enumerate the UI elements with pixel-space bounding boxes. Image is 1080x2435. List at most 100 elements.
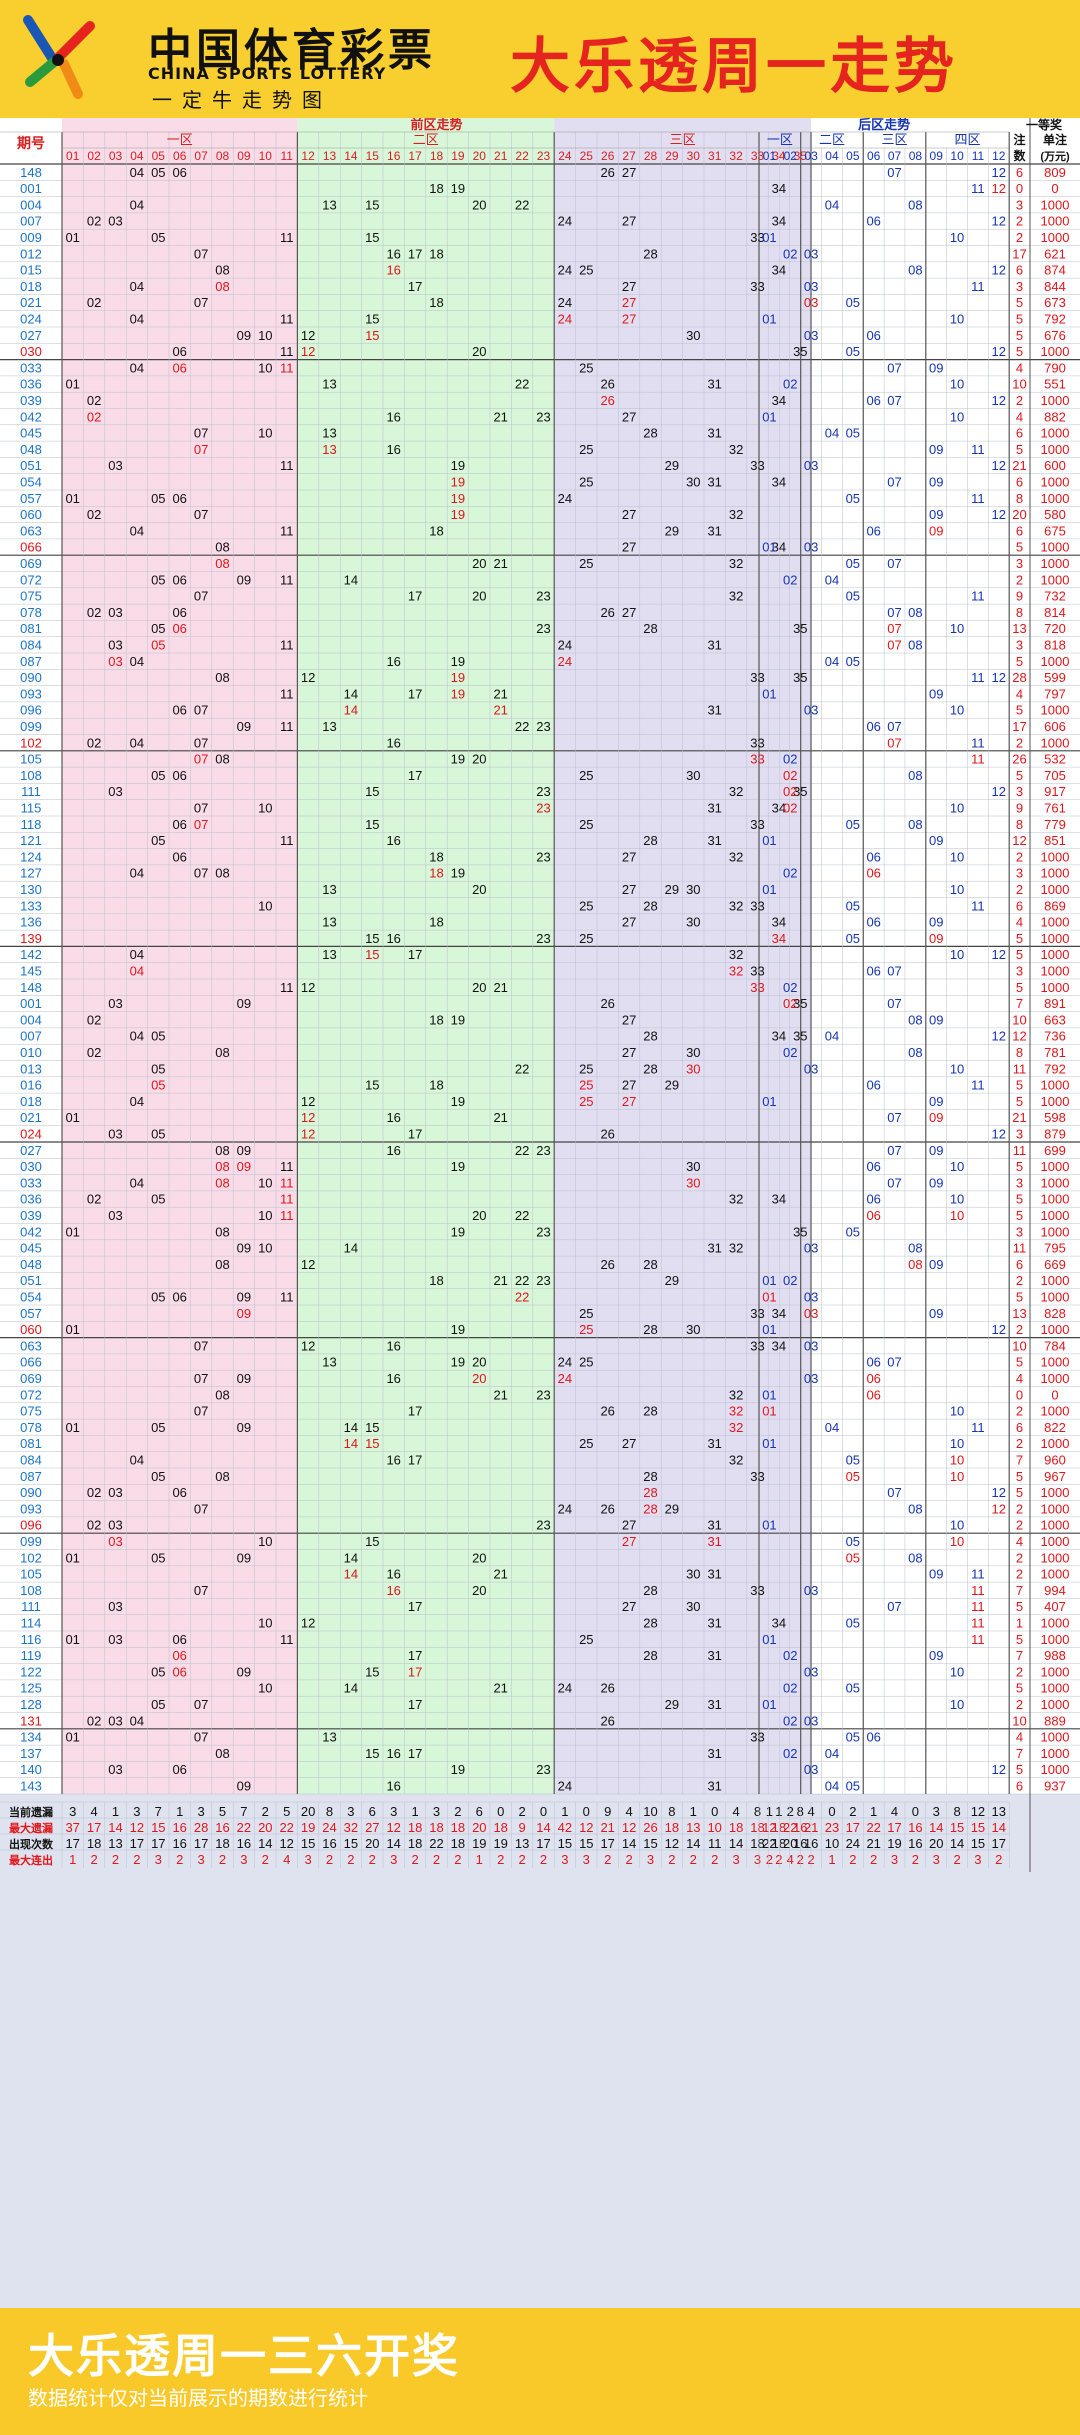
front-ball-number: 23 <box>536 719 550 734</box>
prize-winner-count: 4 <box>1016 409 1023 424</box>
issue-number: 124 <box>20 849 42 864</box>
front-ball-number: 24 <box>558 654 572 669</box>
stat-front-value: 3 <box>197 1852 204 1867</box>
front-ball-number: 20 <box>472 1355 486 1370</box>
prize-amount: 1000 <box>1041 931 1070 946</box>
issue-column-header: 期号 <box>17 135 45 151</box>
prize-amount: 988 <box>1044 1648 1066 1663</box>
issue-number: 030 <box>20 1159 42 1174</box>
prize-winner-count: 5 <box>1016 1290 1023 1305</box>
front-ball-number: 14 <box>344 703 358 718</box>
front-ball-number: 07 <box>194 426 208 441</box>
front-zone-header: 二区 <box>413 132 439 147</box>
front-ball-number: 09 <box>237 572 251 587</box>
prize-amount: 792 <box>1044 1061 1066 1076</box>
front-ball-number: 21 <box>493 1273 507 1288</box>
prize-winner-count: 6 <box>1016 165 1023 180</box>
stat-front-value: 3 <box>647 1852 654 1867</box>
back-ball-number: 06 <box>866 393 880 408</box>
stat-front-value: 0 <box>711 1804 718 1819</box>
prize-winner-count: 0 <box>1016 1387 1023 1402</box>
stat-front-value: 8 <box>668 1804 675 1819</box>
prize-amount-header: (万元) <box>1040 150 1070 163</box>
stat-back-value: 22 <box>866 1820 880 1835</box>
stat-back-value: 21 <box>866 1836 880 1851</box>
issue-number: 060 <box>20 1322 42 1337</box>
prize-winner-count: 26 <box>1012 752 1026 767</box>
front-zone1-bg <box>62 118 298 1794</box>
back-ball-number: 12 <box>992 1762 1006 1777</box>
front-ball-number: 24 <box>558 638 572 653</box>
stat-front-value: 2 <box>433 1852 440 1867</box>
stat-front-value: 26 <box>643 1820 657 1835</box>
front-ball-number: 06 <box>172 572 186 587</box>
front-ball-number: 19 <box>451 866 465 881</box>
front-ball-number: 07 <box>194 246 208 261</box>
front-ball-number: 25 <box>579 556 593 571</box>
back-number-header: 01 <box>763 149 777 163</box>
prize-amount: 1000 <box>1041 393 1070 408</box>
front-ball-number: 15 <box>365 1664 379 1679</box>
front-ball-number: 11 <box>280 360 294 375</box>
stat-front-value: 18 <box>772 1820 786 1835</box>
back-ball-number: 01 <box>762 1322 776 1337</box>
front-ball-number: 19 <box>451 1322 465 1337</box>
front-ball-number: 27 <box>622 1045 636 1060</box>
back-ball-number: 02 <box>783 1045 797 1060</box>
front-ball-number: 19 <box>451 752 465 767</box>
front-ball-number: 31 <box>707 377 721 392</box>
front-ball-number: 29 <box>665 1273 679 1288</box>
issue-number: 127 <box>20 866 42 881</box>
stat-front-value: 18 <box>772 1836 786 1851</box>
back-ball-number: 09 <box>929 442 943 457</box>
back-ball-number: 10 <box>950 1159 964 1174</box>
front-ball-number: 19 <box>451 458 465 473</box>
front-ball-number: 21 <box>493 980 507 995</box>
back-ball-number: 10 <box>950 1518 964 1533</box>
back-ball-number: 02 <box>783 1681 797 1696</box>
stat-front-value: 3 <box>304 1852 311 1867</box>
stat-front-value: 12 <box>130 1820 144 1835</box>
front-number-header: 14 <box>344 149 358 163</box>
issue-number: 060 <box>20 507 42 522</box>
stat-front-value: 14 <box>536 1820 550 1835</box>
stat-back-value: 16 <box>908 1820 922 1835</box>
stat-front-value: 2 <box>133 1852 140 1867</box>
back-ball-number: 11 <box>971 589 985 604</box>
front-zone-header: 一区 <box>167 132 193 147</box>
stat-front-value: 2 <box>625 1852 632 1867</box>
front-ball-number: 05 <box>151 1550 165 1565</box>
front-ball-number: 16 <box>386 442 400 457</box>
front-ball-number: 27 <box>622 214 636 229</box>
front-ball-number: 13 <box>322 915 336 930</box>
back-ball-number: 10 <box>950 1404 964 1419</box>
front-ball-number: 31 <box>707 1746 721 1761</box>
front-ball-number: 11 <box>280 230 294 245</box>
front-ball-number: 27 <box>622 1436 636 1451</box>
prize-amount: 797 <box>1044 686 1066 701</box>
front-ball-number: 30 <box>686 882 700 897</box>
prize-winner-count: 2 <box>1016 1404 1023 1419</box>
back-ball-number: 12 <box>992 947 1006 962</box>
front-number-header: 27 <box>622 149 636 163</box>
back-ball-number: 09 <box>929 507 943 522</box>
front-ball-number: 08 <box>215 1746 229 1761</box>
front-ball-number: 11 <box>280 719 294 734</box>
front-ball-number: 33 <box>750 898 764 913</box>
footer-note: 数据统计仅对当前展示的期数进行统计 <box>28 2386 368 2410</box>
stat-front-value: 17 <box>151 1836 165 1851</box>
front-ball-number: 04 <box>130 1094 144 1109</box>
stat-front-value: 28 <box>194 1820 208 1835</box>
front-ball-number: 10 <box>258 360 272 375</box>
prize-winner-count: 2 <box>1016 1664 1023 1679</box>
issue-number: 111 <box>21 784 41 799</box>
front-ball-number: 31 <box>707 523 721 538</box>
front-ball-number: 10 <box>258 426 272 441</box>
stat-front-value: 2 <box>176 1852 183 1867</box>
front-ball-number: 25 <box>579 1078 593 1093</box>
stat-front-value: 2 <box>690 1852 697 1867</box>
prize-amount: 822 <box>1044 1420 1066 1435</box>
stat-front-value: 6 <box>369 1804 376 1819</box>
front-ball-number: 27 <box>622 1078 636 1093</box>
back-ball-number: 06 <box>866 1192 880 1207</box>
